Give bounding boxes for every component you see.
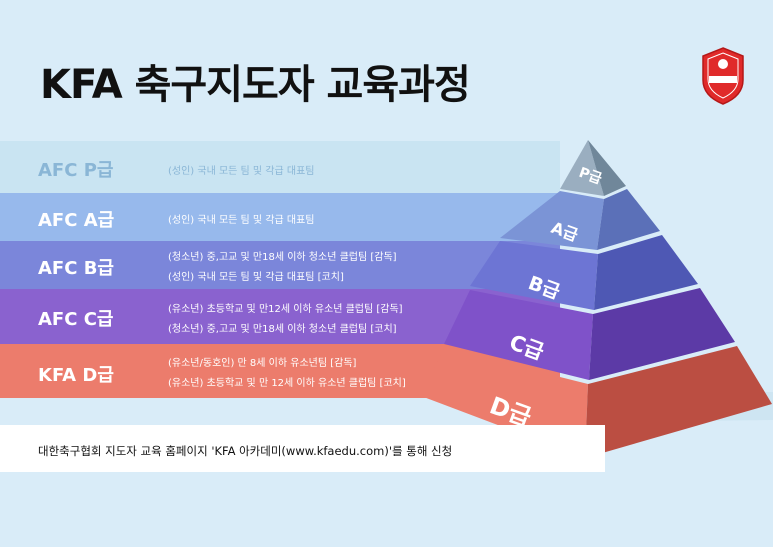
pyramid-tier-b xyxy=(470,241,598,310)
pyramid-label-p: P급 xyxy=(577,165,604,188)
level-desc-d-1: (유소년/동호인) 만 8세 이하 유소년팀 [감독] xyxy=(168,358,357,369)
page-title: KFA 축구지도자 교육과정 xyxy=(40,62,471,108)
pyramid-tier-b-side xyxy=(594,235,698,310)
notice-text: 대한축구협회 지도자 교육 홈페이지 'KFA 아카데미(www.kfaedu.… xyxy=(38,444,453,458)
level-desc-b-1: (청소년) 중,고교 및 만18세 이하 청소년 클럽팀 [감독] xyxy=(168,252,397,263)
pyramid-tier-a-side xyxy=(597,189,660,250)
level-label-b: AFC B급 xyxy=(38,258,114,279)
pyramid-tier-p xyxy=(560,140,604,196)
band-b xyxy=(0,241,560,289)
level-label-c: AFC C급 xyxy=(38,309,114,330)
level-desc-d-2: (유소년) 초등학교 및 만 12세 이하 유소년 클럽팀 [코치] xyxy=(168,378,406,389)
pyramid-tier-d-side xyxy=(585,346,772,458)
level-label-d: KFA D급 xyxy=(38,365,114,386)
pyramid-tier-p-side xyxy=(588,140,626,196)
level-desc-c-2: (청소년) 중,고교 및 만18세 이하 청소년 클럽팀 [코치] xyxy=(168,324,397,335)
band-p xyxy=(0,141,560,193)
level-label-p: AFC P급 xyxy=(38,160,114,181)
level-desc-a-1: (성인) 국내 모든 팀 및 각급 대표팀 xyxy=(168,215,315,226)
level-desc-c-1: (유소년) 초등학교 및 만12세 이하 유소년 클럽팀 [감독] xyxy=(168,304,403,315)
pyramid-tier-c-side xyxy=(589,288,735,380)
pyramid-tier-a xyxy=(500,191,604,250)
notice-box xyxy=(0,425,605,472)
fc-vamos-logo xyxy=(702,47,744,105)
pyramid-tier-c xyxy=(444,290,593,380)
band-a xyxy=(0,193,560,241)
level-desc-p-1: (성인) 국내 모든 팀 및 각급 대표팀 xyxy=(168,166,315,177)
level-desc-b-2: (성인) 국내 모든 팀 및 각급 대표팀 [코치] xyxy=(168,272,344,283)
level-label-a: AFC A급 xyxy=(38,210,115,231)
